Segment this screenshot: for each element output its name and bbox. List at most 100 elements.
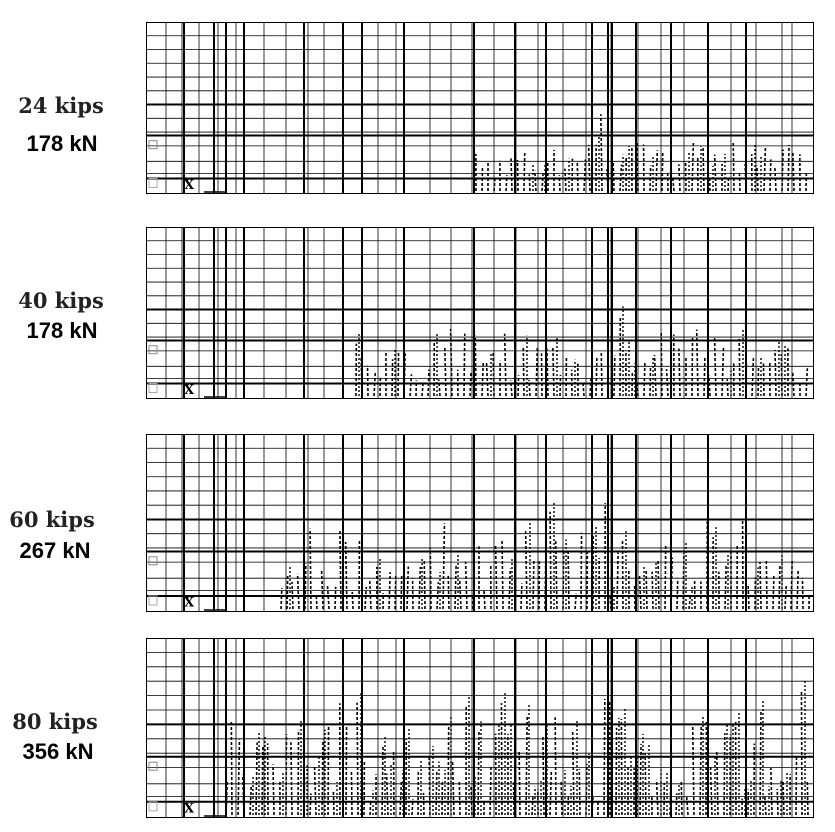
crack-mark — [483, 588, 486, 610]
crack-mark — [756, 165, 759, 192]
crack-mark — [655, 779, 659, 816]
crack-mark — [781, 149, 784, 192]
crack-mark — [780, 354, 783, 397]
crack-mark — [241, 774, 245, 816]
crack-mark — [400, 574, 403, 610]
crack-mark — [703, 357, 706, 397]
crack-mark — [653, 354, 657, 397]
crack-mark — [708, 375, 711, 397]
crack-mark — [787, 145, 790, 192]
crack-mark — [523, 152, 526, 192]
crack-mark — [528, 379, 531, 397]
crack-mark — [373, 371, 377, 397]
crack-mark — [421, 380, 425, 397]
crack-mark — [423, 561, 426, 610]
crack-mark — [509, 380, 513, 397]
crack-mark — [437, 379, 441, 397]
crack-mark — [776, 789, 779, 816]
crack-pattern-panel-3: X — [146, 434, 814, 612]
load-kn-label: 267 kN — [19, 538, 91, 563]
crack-mark — [326, 586, 330, 610]
crack-mark — [723, 733, 726, 816]
crack-mark — [585, 763, 588, 816]
crack-mark — [297, 729, 300, 816]
crack-mark — [525, 715, 529, 816]
crack-mark — [528, 174, 531, 192]
crack-mark — [595, 356, 598, 397]
crack-mark — [332, 792, 335, 816]
crack-mark — [385, 773, 389, 816]
crack-mark — [334, 586, 337, 610]
crack-mark — [665, 369, 669, 397]
crack-mark — [765, 560, 768, 610]
crack-mark — [351, 591, 354, 610]
crack-mark — [368, 579, 372, 610]
crack-mark — [724, 564, 727, 610]
crack-mark — [620, 718, 623, 816]
crack-mark — [313, 765, 317, 816]
crack-mark — [655, 150, 659, 192]
crack-mark — [649, 366, 652, 397]
crack-mark — [560, 780, 563, 816]
crack-mark — [481, 165, 484, 192]
crack-pattern-panel-1: X — [146, 22, 814, 194]
support-marker — [148, 801, 158, 812]
crack-mark — [616, 552, 619, 610]
crack-mark — [304, 563, 307, 610]
crack-mark — [230, 721, 233, 816]
crack-mark — [469, 371, 472, 397]
crack-mark — [477, 731, 480, 816]
crack-mark — [558, 175, 561, 192]
crack-mark — [738, 171, 741, 192]
crack-mark — [493, 176, 496, 192]
crack-mark — [272, 764, 275, 816]
crack-mark — [587, 144, 591, 192]
crack-mark — [784, 585, 788, 610]
crack-mark — [805, 368, 809, 397]
crack-mark — [397, 352, 400, 397]
crack-mark — [800, 689, 803, 816]
crack-mark — [619, 164, 623, 192]
crack-mark — [763, 796, 767, 816]
crack-mark — [709, 766, 713, 816]
crack-mark — [381, 745, 384, 816]
load-kips-label: 80 kips — [12, 709, 98, 734]
crack-mark — [643, 361, 646, 397]
crack-mark — [485, 362, 489, 397]
crack-mark — [291, 581, 294, 610]
crack-mark — [578, 769, 581, 816]
support-marker — [148, 761, 158, 771]
crack-mark — [759, 561, 762, 610]
crack-mark — [451, 762, 455, 816]
load-point-marker: X — [184, 383, 195, 398]
crack-mark — [500, 703, 503, 816]
crack-mark — [763, 146, 767, 192]
crack-mark — [237, 739, 241, 816]
crack-mark — [429, 547, 432, 610]
crack-mark — [583, 159, 587, 192]
support-marker — [148, 140, 158, 150]
crack-mark — [671, 177, 675, 192]
crack-mark — [315, 594, 318, 610]
crack-mark — [505, 175, 508, 192]
crack-mark — [286, 575, 289, 610]
crack-mark — [443, 345, 447, 397]
crack-mark — [688, 595, 692, 610]
support-marker — [148, 383, 158, 394]
crack-mark — [546, 348, 549, 397]
crack-mark — [638, 576, 642, 610]
load-kn-label: 356 kN — [22, 739, 94, 764]
crack-mark — [403, 353, 406, 397]
crack-mark — [695, 329, 699, 397]
crack-mark — [613, 355, 616, 397]
crack-mark — [520, 583, 523, 610]
crack-mark — [492, 351, 495, 397]
crack-mark — [747, 584, 750, 610]
crack-mark — [442, 523, 446, 610]
crack-mark — [678, 164, 681, 192]
crack-mark — [552, 348, 555, 397]
crack-mark — [517, 375, 520, 397]
crack-mark — [303, 775, 306, 816]
crack-mark — [427, 369, 430, 397]
crack-mark — [554, 717, 557, 816]
